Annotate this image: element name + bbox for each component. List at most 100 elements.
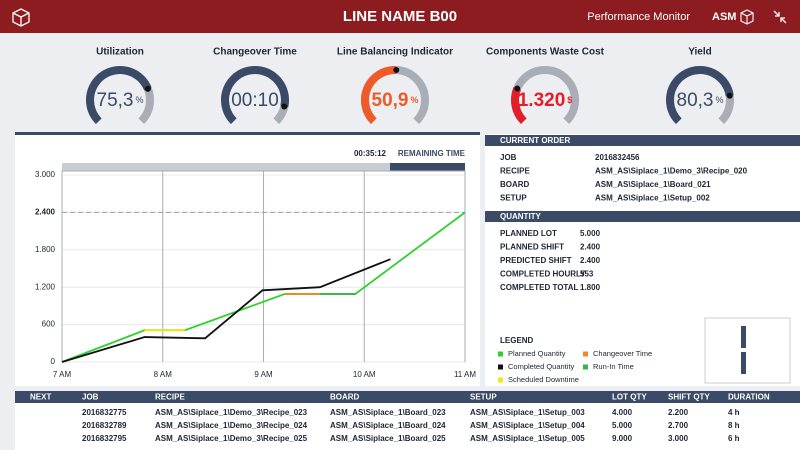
app-subtitle: Performance Monitor (587, 11, 690, 23)
gauge-label: Utilization (96, 47, 144, 58)
gauge-number: 00:10 (231, 90, 279, 111)
legend-swatch (583, 364, 588, 370)
field-label: PLANNED SHIFT (500, 243, 564, 252)
table-cell: 2.700 (668, 421, 689, 430)
indicator-bar (741, 326, 746, 348)
chart-panel-top (15, 132, 480, 135)
field-value: 2016832456 (595, 153, 640, 162)
legend-label: Scheduled Downtime (508, 375, 579, 384)
table-cell: 8 h (728, 421, 740, 430)
status-indicator (704, 317, 791, 384)
gauge-value: 00:10 (231, 90, 279, 111)
y-tick-label: 1.200 (35, 282, 56, 291)
field-label: COMPLETED HOURLY (500, 270, 586, 279)
x-tick-label: 11 AM (454, 370, 476, 379)
gauge-marker (726, 92, 733, 99)
section-title: QUANTITY (500, 212, 542, 221)
field-label: COMPLETED TOTAL (500, 283, 578, 292)
section-title: CURRENT ORDER (500, 136, 570, 145)
gauge-value: 50,9% (372, 90, 419, 111)
gauge-number: 75,3 (97, 90, 134, 111)
table-cell: 4 h (728, 408, 740, 417)
table-cell: ASM_AS\Siplace_1\Setup_003 (470, 408, 585, 417)
field-value: 5.000 (580, 229, 601, 238)
gauge-unit: % (135, 95, 143, 105)
gauge-label: Components Waste Cost (486, 47, 605, 58)
field-value: 2.400 (580, 256, 601, 265)
gauge-unit: % (410, 95, 418, 105)
legend-label: Planned Quantity (508, 349, 566, 358)
gauge-marker (514, 85, 521, 92)
table-cell: 6 h (728, 434, 740, 443)
gauge-number: 80,3 (677, 90, 714, 111)
table-cell: 2016832775 (82, 408, 127, 417)
field-value: 553 (580, 270, 594, 279)
table-cell: 3.000 (668, 434, 689, 443)
legend-swatch (498, 364, 503, 370)
gauge-marker (281, 103, 288, 110)
table-header-bar (15, 391, 800, 403)
section-bar (485, 211, 800, 222)
table-header: SETUP (470, 393, 497, 402)
x-tick-label: 7 AM (53, 370, 72, 379)
collapse-button[interactable] (773, 10, 787, 24)
gauge-number: 50,9 (372, 90, 409, 111)
table-header: NEXT (30, 393, 51, 402)
field-value: ASM_AS\Siplace_1\Board_021 (595, 180, 711, 189)
indicator-bar (741, 352, 746, 374)
remaining-label: REMAINING TIME (398, 149, 466, 158)
table-cell: 2016832789 (82, 421, 127, 430)
chart-panel (15, 134, 480, 386)
table-cell: 5.000 (612, 421, 633, 430)
table-cell: 2016832795 (82, 434, 127, 443)
field-value: ASM_AS\Siplace_1\Setup_002 (595, 194, 710, 203)
gauge-number: 1.320 (518, 90, 566, 111)
legend-swatch (498, 377, 503, 383)
gauge-fill (666, 66, 734, 125)
gauge-marker (393, 67, 400, 74)
time-bar (62, 163, 390, 171)
legend-title: LEGEND (500, 336, 534, 345)
logo-icon (12, 8, 30, 27)
gauge-fill (86, 66, 152, 125)
y-tick-label: 0 (51, 357, 56, 366)
table-cell: ASM_AS\Siplace_1\Board_024 (330, 421, 446, 430)
y-tick-label: 1.800 (35, 245, 56, 254)
line-title: LINE NAME B00 (343, 8, 457, 25)
gauge-fill (361, 66, 397, 125)
series-line (61, 211, 466, 363)
legend-label: Changeover Time (593, 349, 652, 358)
gauge-label: Line Balancing Indicator (337, 47, 453, 58)
table-header: DURATION (728, 393, 770, 402)
table-header: SHIFT QTY (668, 393, 710, 402)
field-label: PREDICTED SHIFT (500, 256, 572, 265)
field-label: PLANNED LOT (500, 229, 557, 238)
field-value: 2.400 (580, 243, 601, 252)
field-label: BOARD (500, 180, 530, 189)
gauge-unit: % (715, 95, 723, 105)
field-label: SETUP (500, 194, 527, 203)
legend-swatch (583, 351, 588, 357)
table-header: BOARD (330, 393, 360, 402)
gauge-marker (144, 85, 151, 92)
x-tick-label: 10 AM (353, 370, 376, 379)
y-tick-label: 2.400 (35, 208, 56, 217)
table-cell: ASM_AS\Siplace_1\Demo_3\Recipe_025 (155, 434, 308, 443)
table-cell: ASM_AS\Siplace_1\Board_025 (330, 434, 446, 443)
remaining-bar (390, 163, 465, 171)
table-header: JOB (82, 393, 99, 402)
gauge-unit: $ (567, 95, 572, 105)
brand-icon (740, 9, 754, 25)
legend-swatch (498, 351, 503, 357)
remaining-time: 00:35:12 (354, 149, 387, 158)
gauge-label: Yield (688, 47, 712, 58)
table-cell: ASM_AS\Siplace_1\Setup_005 (470, 434, 585, 443)
field-value: 1.800 (580, 283, 601, 292)
brand: ASM (712, 11, 736, 23)
table-cell: ASM_AS\Siplace_1\Setup_004 (470, 421, 585, 430)
table-cell: 4.000 (612, 408, 633, 417)
y-tick-label: 3.000 (35, 170, 56, 179)
field-value: ASM_AS\Siplace_1\Demo_3\Recipe_020 (595, 167, 748, 176)
